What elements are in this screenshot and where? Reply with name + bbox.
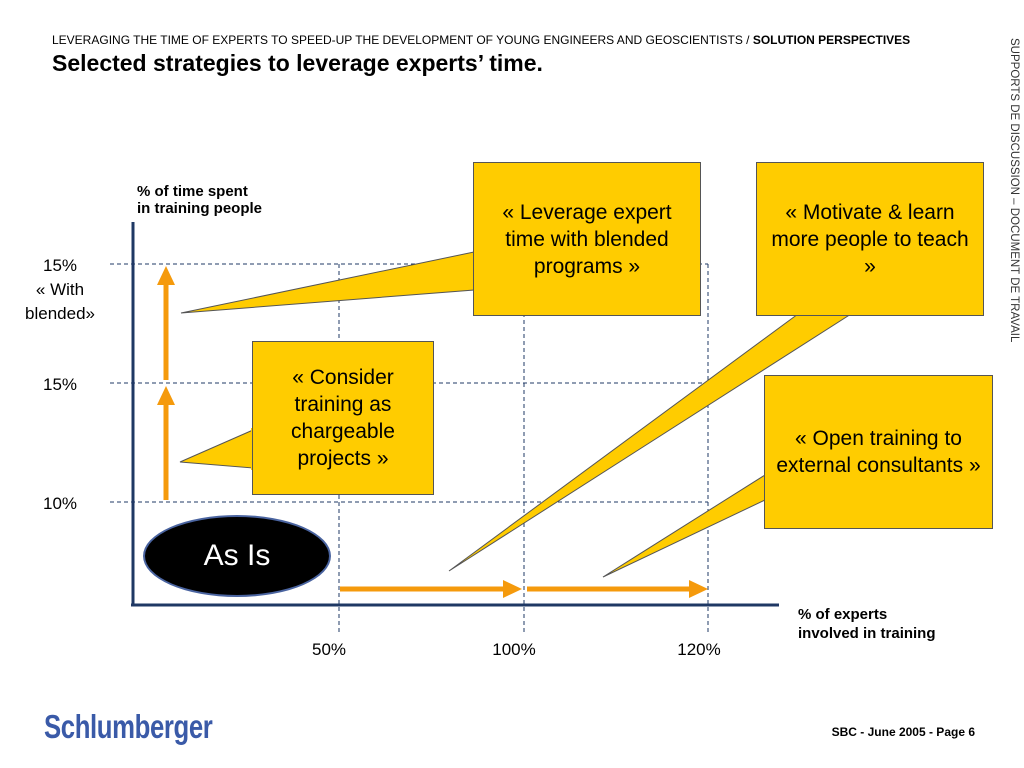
x-tick-120: 120% [677,640,721,659]
callout-chargeable-text: « Consider training as chargeable projec… [291,366,395,470]
as-is-label: As Is [203,539,271,572]
pointer-leverage [180,251,475,314]
x-tick-100: 100% [492,640,536,659]
y-axis-label-line1: % of time spent [137,183,248,200]
callout-open: « Open training to external consultants … [764,375,993,529]
x-axis-label-line1: % of experts [798,606,888,623]
arrow-up-upper-head [157,266,175,285]
callout-leverage: « Leverage expert time with blended prog… [473,162,701,316]
y-tick-top: 15% « With blended» [10,254,110,326]
y-axis-label-line2: in training people [137,200,263,217]
side-label: SUPPORTS DE DISCUSSION – DOCUMENT DE TRA… [1008,38,1020,343]
page-title: Selected strategies to leverage experts’… [52,50,543,76]
arrow-right-2-head [689,580,708,598]
y-axis-label: % of time spent in training people [137,183,262,217]
horizontal-arrows [340,580,708,598]
x-tick-50: 50% [311,640,347,659]
callout-open-text: « Open training to external consultants … [776,427,981,477]
header-kicker-bold: SOLUTION PERSPECTIVES [752,33,911,47]
footer-page-info: SBC - June 2005 - Page 6 [831,725,975,739]
callout-leverage-text: « Leverage expert time with blended prog… [502,200,672,278]
pointer-chargeable [179,429,254,469]
vertical-arrows [157,266,175,500]
pointer-open [602,474,766,578]
x-axis-label-line2: involved in training [798,625,936,642]
header-kicker: LEVERAGING THE TIME OF EXPERTS TO SPEED-… [52,33,910,47]
y-tick-top-line3: blended» [25,304,95,323]
y-tick-top-line1: 15% [42,256,78,275]
callout-chargeable: « Consider training as chargeable projec… [252,341,434,495]
callout-motivate: « Motivate & learn more people to teach … [756,162,984,316]
arrow-right-1-head [503,580,522,598]
y-tick-top-line2: « With [35,280,85,299]
company-logo: Schlumberger [44,708,213,745]
header-kicker-text: LEVERAGING THE TIME OF EXPERTS TO SPEED-… [52,33,753,47]
callout-motivate-text: « Motivate & learn more people to teach … [771,200,969,278]
arrow-up-lower-head [157,386,175,405]
y-tick-mid: 15% [42,375,78,394]
x-axis-label: % of experts involved in training [798,605,936,643]
y-tick-low: 10% [42,494,78,513]
as-is-ellipse: As Is [143,515,331,597]
